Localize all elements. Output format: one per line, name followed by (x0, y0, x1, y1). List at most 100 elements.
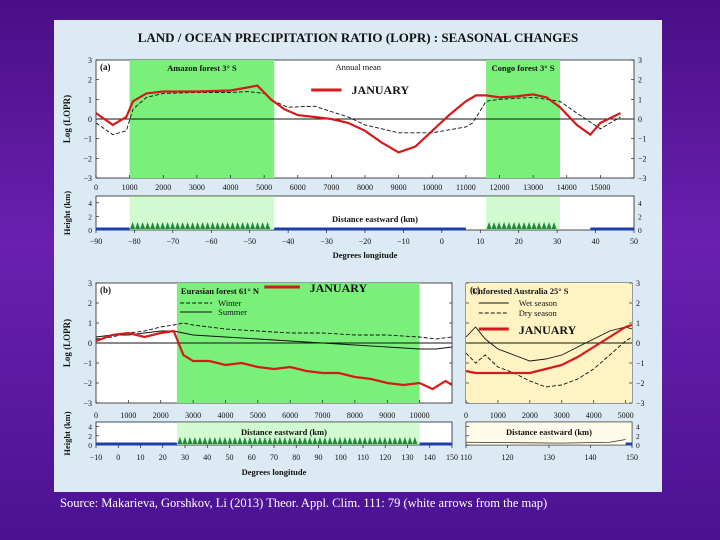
tree-icon (367, 437, 373, 444)
tree-icon (551, 222, 557, 229)
tree-icon (255, 222, 261, 229)
x-tick-label: 0 (94, 411, 98, 420)
legend-january: JANUARY (310, 281, 368, 295)
degree-tick-label: 0 (116, 453, 120, 462)
tree-icon (145, 222, 151, 229)
y-tick-label-right: −3 (638, 174, 647, 183)
x-axis-label: Distance eastward (km) (332, 214, 418, 224)
tree-icon (486, 222, 492, 229)
x-tick-label: 2000 (153, 411, 169, 420)
chart-a: Amazon forest 3° S Congo forest 3° S 3 3 2 2 1… (62, 56, 647, 260)
height-tick-label: 2 (88, 212, 92, 221)
tree-icon (170, 222, 176, 229)
degree-tick-label: 0 (440, 237, 444, 246)
tree-icon (227, 437, 233, 444)
x-tick-label: 10000 (410, 411, 430, 420)
region-label: Unforested Australia 25° S (472, 286, 569, 296)
tree-icon (531, 222, 537, 229)
figure-panel: LAND / OCEAN PRECIPITATION RATIO (LOPR) … (54, 20, 662, 492)
tree-icon (212, 437, 218, 444)
tree-icon (516, 222, 522, 229)
tree-icon (337, 437, 343, 444)
x-tick-label: 10000 (422, 183, 442, 192)
tree-icon (541, 222, 547, 229)
y-tick-label: −3 (83, 399, 92, 408)
x-tick-label: 0 (94, 183, 98, 192)
tree-icon (302, 437, 308, 444)
tree-icon (232, 437, 238, 444)
degree-tick-label: −60 (205, 237, 218, 246)
degree-tick-label: 50 (630, 237, 638, 246)
legend-january: JANUARY (519, 323, 577, 337)
y-tick-label: −2 (83, 379, 92, 388)
tree-icon (267, 437, 273, 444)
tree-icon (546, 222, 552, 229)
y-tick-label-right: 0 (638, 115, 642, 124)
degree-tick-label: −30 (320, 237, 333, 246)
tree-icon (205, 222, 211, 229)
shaded-region-height (466, 422, 632, 445)
height-tick-label: 4 (88, 423, 92, 432)
degree-tick-label: −10 (90, 453, 103, 462)
tree-icon (130, 222, 136, 229)
tree-icon (217, 437, 223, 444)
tree-icon (496, 222, 502, 229)
tree-icon (165, 222, 171, 229)
x-tick-label: 0 (464, 411, 468, 420)
x-axis-label: Distance eastward (km) (506, 427, 592, 437)
legend-winter: Winter (218, 298, 241, 308)
tree-icon (230, 222, 236, 229)
degree-tick-label: −90 (90, 237, 103, 246)
tree-icon (402, 437, 408, 444)
x-tick-label: 4000 (586, 411, 602, 420)
source-note: Source: Makarieva, Gorshkov, Li (2013) T… (60, 496, 548, 510)
height-axis-label: Height (km) (62, 191, 72, 235)
y-tick-label: 3 (88, 56, 92, 65)
tree-icon (307, 437, 313, 444)
degree-tick-label: 30 (553, 237, 561, 246)
y-tick-label-right: 2 (638, 76, 642, 85)
tree-icon (332, 437, 338, 444)
x-axis-label: Distance eastward (km) (241, 427, 327, 437)
tree-icon (260, 222, 266, 229)
height-tick-label-right: 4 (638, 199, 642, 208)
panel-label: (a) (100, 62, 111, 72)
tree-icon (245, 222, 251, 229)
legend-annual: Annual mean (335, 62, 381, 72)
degree-tick-label: −50 (243, 237, 256, 246)
tree-icon (526, 222, 532, 229)
tree-icon (197, 437, 203, 444)
y-tick-label-right: −1 (636, 359, 645, 368)
tree-icon (175, 222, 181, 229)
tree-icon (240, 222, 246, 229)
degree-tick-label: −80 (128, 237, 141, 246)
tree-icon (180, 222, 186, 229)
degree-tick-label: 40 (592, 237, 600, 246)
x-tick-label: 1000 (122, 183, 138, 192)
y-tick-label-right: −1 (638, 135, 647, 144)
tree-icon (352, 437, 358, 444)
tree-icon (282, 437, 288, 444)
tree-icon (292, 437, 298, 444)
degree-tick-label: −20 (359, 237, 372, 246)
x-tick-label: 1000 (120, 411, 136, 420)
height-tick-label: 4 (88, 199, 92, 208)
height-tick-label-right: 2 (636, 432, 640, 441)
tree-icon (387, 437, 393, 444)
series-line (465, 326, 633, 362)
y-tick-label: 2 (88, 76, 92, 85)
series-line (95, 91, 621, 136)
y-tick-label: −2 (83, 154, 92, 163)
legend-january: JANUARY (352, 83, 410, 97)
tree-icon (392, 437, 398, 444)
y-tick-label: 1 (88, 95, 92, 104)
y-tick-label-right: 3 (638, 56, 642, 65)
degree-tick-label: −10 (397, 237, 410, 246)
tree-icon (342, 437, 348, 444)
y-tick-label-right: −3 (636, 399, 645, 408)
tree-icon (506, 222, 512, 229)
x-tick-label: 14000 (557, 183, 577, 192)
tree-icon (182, 437, 188, 444)
tree-icon (195, 222, 201, 229)
